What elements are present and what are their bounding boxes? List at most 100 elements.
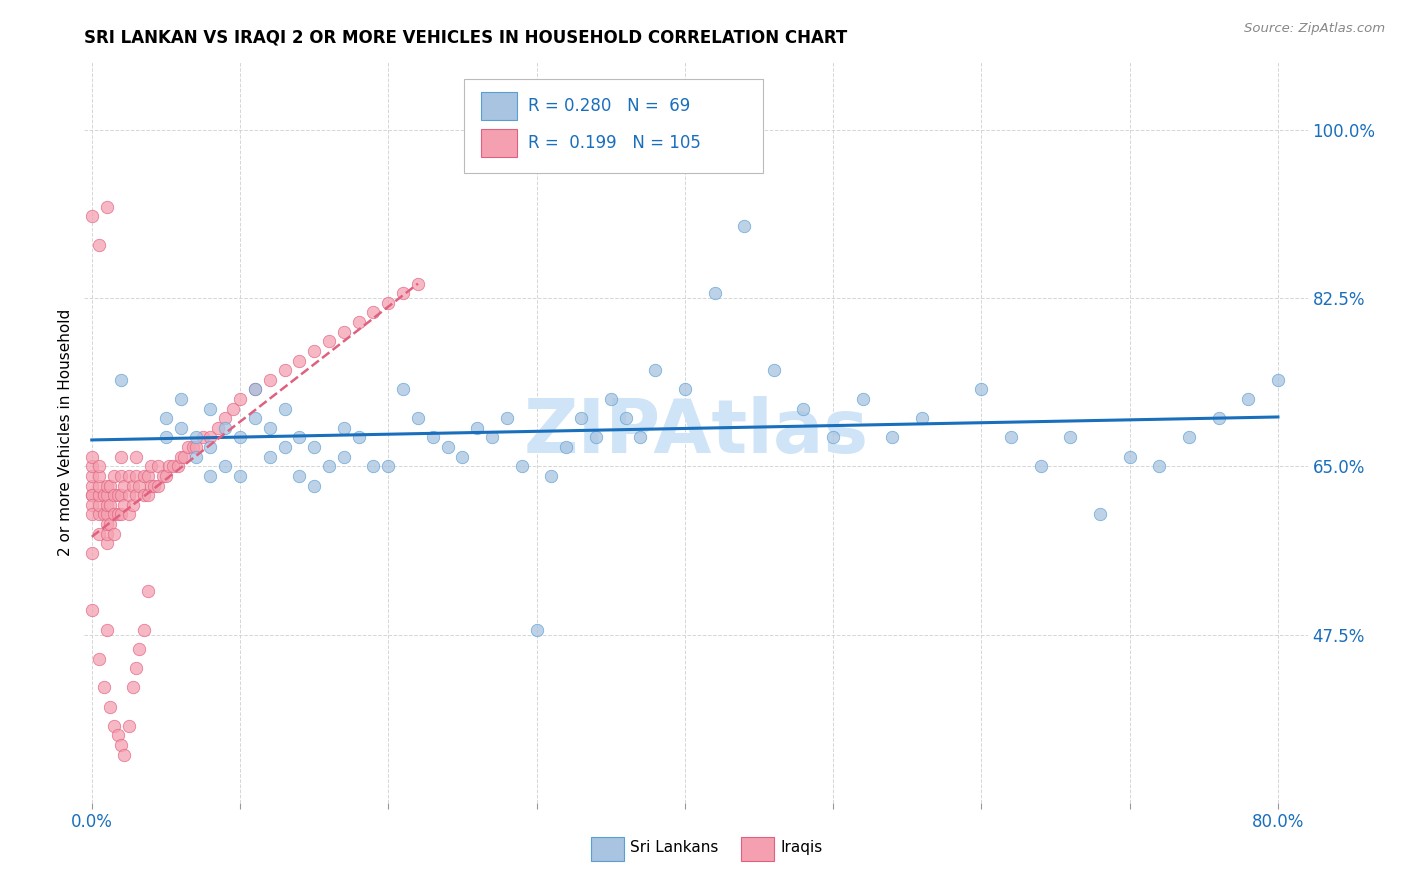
Point	[80, 209, 103, 223]
Point	[96, 516, 118, 531]
Point	[152, 469, 174, 483]
Point	[139, 478, 162, 492]
Point	[122, 498, 145, 512]
Point	[89, 526, 111, 541]
FancyBboxPatch shape	[481, 129, 517, 157]
Point	[422, 430, 444, 444]
Point	[89, 488, 111, 502]
Point	[80, 450, 103, 464]
Point	[80, 546, 103, 560]
Point	[98, 498, 121, 512]
FancyBboxPatch shape	[741, 837, 775, 861]
Point	[166, 459, 188, 474]
Point	[107, 508, 129, 522]
Point	[585, 430, 607, 444]
FancyBboxPatch shape	[591, 837, 624, 861]
Point	[214, 459, 236, 474]
Point	[762, 363, 785, 377]
Point	[148, 459, 170, 474]
Point	[792, 401, 814, 416]
Text: ZIPAtlas: ZIPAtlas	[523, 396, 869, 469]
Point	[80, 478, 103, 492]
Point	[181, 440, 204, 454]
Point	[481, 430, 503, 444]
Point	[80, 498, 103, 512]
Point	[122, 478, 145, 492]
Point	[377, 459, 399, 474]
Point	[333, 421, 356, 435]
Point	[80, 508, 103, 522]
Point	[569, 411, 592, 425]
Point	[318, 459, 340, 474]
Point	[1178, 430, 1201, 444]
Point	[177, 440, 200, 454]
Point	[103, 526, 125, 541]
Point	[122, 681, 145, 695]
Point	[170, 421, 193, 435]
Point	[406, 411, 429, 425]
Point	[136, 469, 159, 483]
Text: SRI LANKAN VS IRAQI 2 OR MORE VEHICLES IN HOUSEHOLD CORRELATION CHART: SRI LANKAN VS IRAQI 2 OR MORE VEHICLES I…	[84, 29, 848, 47]
Point	[184, 430, 207, 444]
Point	[89, 469, 111, 483]
Point	[148, 478, 170, 492]
Point	[128, 478, 150, 492]
Point	[110, 488, 132, 502]
Text: R =  0.199   N = 105: R = 0.199 N = 105	[529, 134, 702, 153]
Point	[107, 488, 129, 502]
Point	[118, 508, 141, 522]
Point	[333, 325, 356, 339]
Point	[628, 430, 651, 444]
Point	[259, 421, 281, 435]
Point	[273, 401, 295, 416]
Point	[184, 450, 207, 464]
Point	[200, 401, 222, 416]
Text: R = 0.280   N =  69: R = 0.280 N = 69	[529, 97, 690, 115]
Point	[406, 277, 429, 291]
Point	[118, 469, 141, 483]
Point	[155, 430, 177, 444]
Point	[96, 498, 118, 512]
Point	[644, 363, 666, 377]
Point	[363, 305, 385, 319]
Point	[392, 382, 415, 396]
Point	[110, 469, 132, 483]
Point	[103, 469, 125, 483]
Point	[259, 373, 281, 387]
Point	[80, 488, 103, 502]
FancyBboxPatch shape	[464, 78, 763, 173]
Point	[229, 392, 252, 406]
Point	[132, 469, 155, 483]
Text: Sri Lankans: Sri Lankans	[630, 840, 718, 855]
Point	[89, 238, 111, 252]
Point	[132, 488, 155, 502]
Point	[93, 508, 115, 522]
Point	[526, 623, 548, 637]
Point	[80, 469, 103, 483]
Point	[110, 450, 132, 464]
Point	[510, 459, 533, 474]
Point	[221, 401, 243, 416]
Point	[273, 363, 295, 377]
Point	[1237, 392, 1260, 406]
Point	[96, 526, 118, 541]
Point	[852, 392, 875, 406]
Point	[89, 508, 111, 522]
Point	[911, 411, 934, 425]
Point	[112, 498, 135, 512]
Point	[80, 488, 103, 502]
Point	[89, 498, 111, 512]
Point	[110, 373, 132, 387]
Point	[288, 469, 311, 483]
FancyBboxPatch shape	[481, 92, 517, 120]
Point	[125, 661, 148, 675]
Point	[191, 430, 214, 444]
Point	[1029, 459, 1052, 474]
Point	[96, 200, 118, 214]
Point	[139, 459, 162, 474]
Point	[125, 488, 148, 502]
Point	[98, 516, 121, 531]
Point	[599, 392, 621, 406]
Point	[318, 334, 340, 349]
Point	[1149, 459, 1171, 474]
